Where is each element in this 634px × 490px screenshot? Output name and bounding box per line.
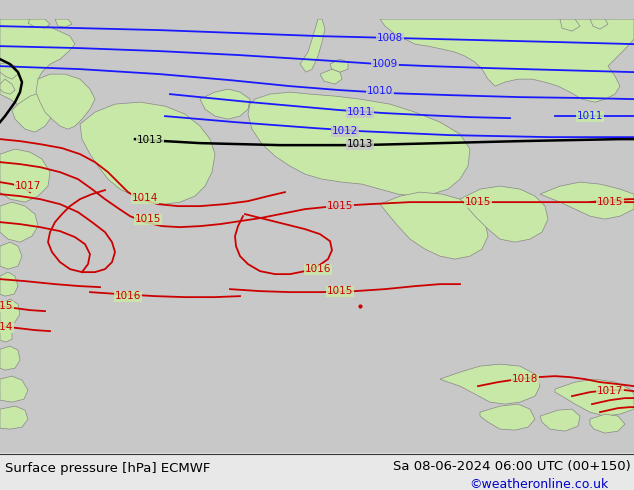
- Polygon shape: [0, 202, 38, 242]
- Text: 1011: 1011: [347, 107, 373, 117]
- Polygon shape: [0, 242, 22, 269]
- Text: 1009: 1009: [372, 59, 398, 69]
- Polygon shape: [460, 186, 548, 242]
- Text: 1016: 1016: [305, 264, 331, 274]
- Polygon shape: [0, 406, 28, 429]
- Polygon shape: [320, 69, 342, 84]
- Text: 1015: 1015: [135, 214, 161, 224]
- Polygon shape: [540, 409, 580, 431]
- Polygon shape: [0, 19, 75, 116]
- Polygon shape: [590, 414, 625, 433]
- Polygon shape: [540, 182, 634, 219]
- Text: 1013: 1013: [137, 135, 163, 145]
- Text: 1014: 1014: [0, 322, 13, 332]
- Polygon shape: [0, 299, 20, 324]
- Polygon shape: [590, 19, 608, 29]
- Polygon shape: [200, 89, 250, 119]
- Polygon shape: [0, 326, 12, 342]
- Text: 1015: 1015: [327, 201, 353, 211]
- Text: 1010: 1010: [367, 86, 393, 96]
- Text: 1015: 1015: [327, 286, 353, 296]
- Polygon shape: [12, 92, 55, 132]
- Text: 1017: 1017: [597, 386, 623, 396]
- Text: 1012: 1012: [332, 126, 358, 136]
- Text: Sa 08-06-2024 06:00 UTC (00+150): Sa 08-06-2024 06:00 UTC (00+150): [393, 460, 631, 473]
- Polygon shape: [36, 74, 95, 129]
- Polygon shape: [0, 346, 20, 370]
- Polygon shape: [80, 102, 215, 204]
- Polygon shape: [380, 192, 488, 259]
- Text: 1018: 1018: [512, 374, 538, 384]
- Text: Surface pressure [hPa] ECMWF: Surface pressure [hPa] ECMWF: [5, 462, 210, 475]
- Polygon shape: [560, 19, 580, 31]
- Text: 1008: 1008: [377, 33, 403, 43]
- Polygon shape: [28, 19, 50, 28]
- Text: 1015: 1015: [465, 197, 491, 207]
- Polygon shape: [95, 134, 130, 156]
- Polygon shape: [248, 92, 470, 196]
- Text: 1011: 1011: [577, 111, 603, 121]
- Polygon shape: [300, 19, 325, 72]
- Text: 1016: 1016: [115, 291, 141, 301]
- Polygon shape: [0, 79, 15, 94]
- Polygon shape: [0, 62, 18, 79]
- Polygon shape: [380, 19, 634, 102]
- Polygon shape: [440, 364, 540, 404]
- Polygon shape: [555, 379, 634, 416]
- Text: 1015: 1015: [0, 301, 13, 311]
- Polygon shape: [0, 149, 50, 202]
- Text: 1013: 1013: [347, 139, 373, 149]
- Polygon shape: [330, 59, 348, 72]
- Text: 1017: 1017: [15, 181, 41, 191]
- Polygon shape: [0, 376, 28, 402]
- Text: 1015: 1015: [597, 197, 623, 207]
- Polygon shape: [55, 19, 72, 27]
- Text: 1014: 1014: [132, 193, 158, 203]
- Polygon shape: [480, 404, 535, 430]
- Polygon shape: [0, 272, 18, 296]
- Text: ©weatheronline.co.uk: ©weatheronline.co.uk: [469, 478, 609, 490]
